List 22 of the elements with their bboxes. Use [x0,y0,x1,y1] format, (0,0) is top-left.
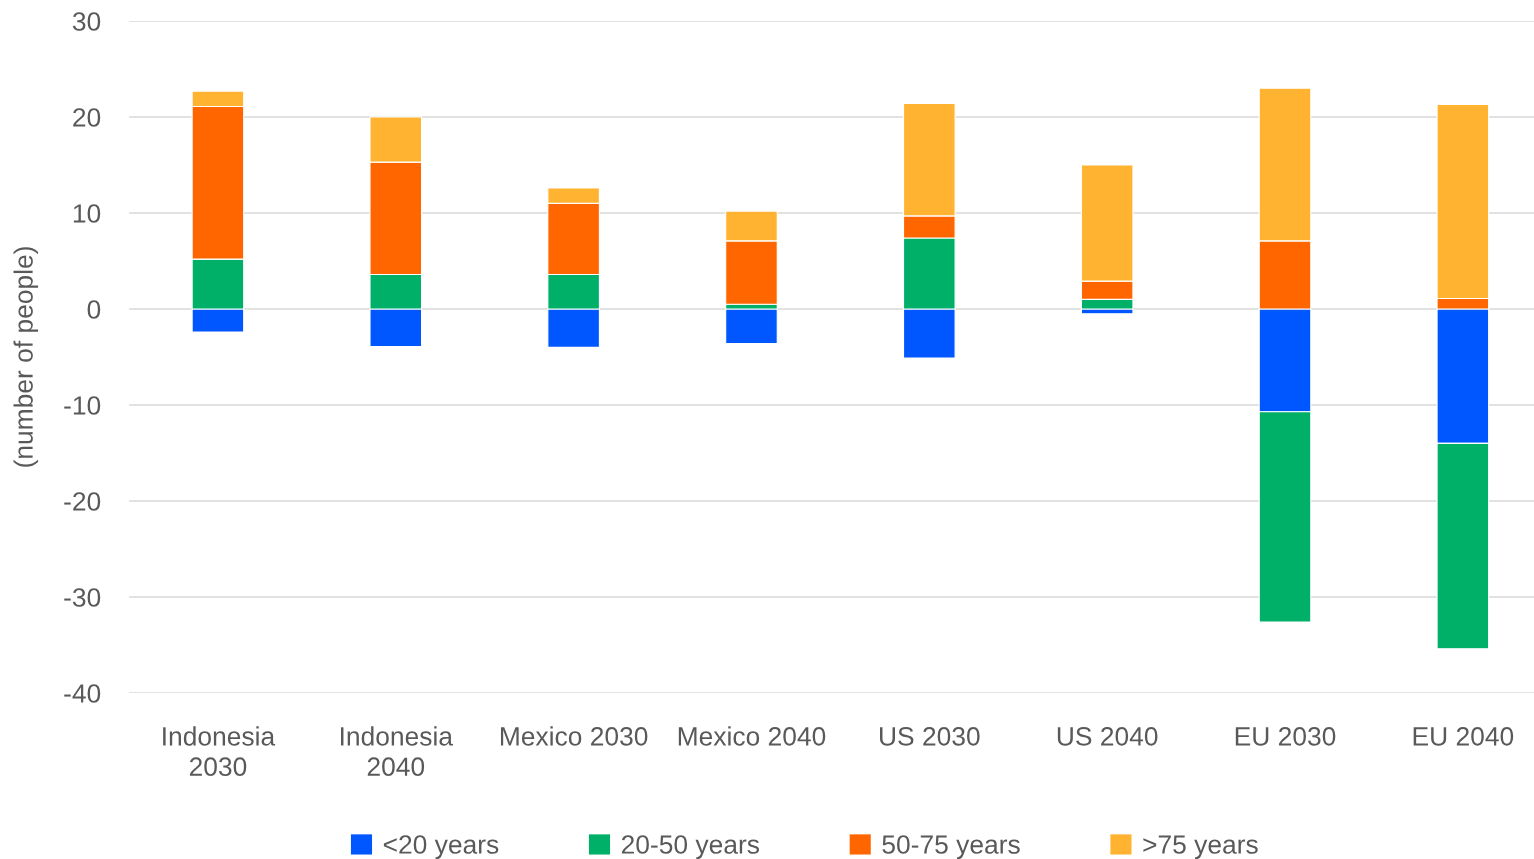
y-tick-label: -30 [64,588,101,607]
legend-label: >75 years [1143,835,1258,859]
y-tick-label: 10 [73,204,101,223]
x-tick-label: Indonesia 2040 [340,726,453,777]
x-tick-label: Mexico 2040 [678,726,826,746]
y-axis-title: (number of people) [13,247,39,467]
x-tick-label: EU 2040 [1413,727,1514,746]
bar [725,308,778,345]
x-tick-label: US 2040 [1057,727,1158,746]
y-tick-label: 20 [73,108,101,127]
x-tick-label: Indonesia 2030 [163,726,276,777]
x-tick-label: US 2030 [880,727,980,746]
x-tick-label: Mexico 2030 [500,726,648,746]
y-tick-label: -40 [64,684,101,703]
legend-label: <20 years [383,835,499,859]
legend-label: 50-75 years [882,835,1020,859]
y-tick-label: -20 [64,492,101,511]
y-tick-label: -10 [64,396,101,415]
x-tick-label: EU 2030 [1235,727,1336,746]
y-tick-label: 0 [87,300,101,319]
legend-label: 20-50 years [621,835,759,859]
y-tick-label: 30 [72,12,101,31]
